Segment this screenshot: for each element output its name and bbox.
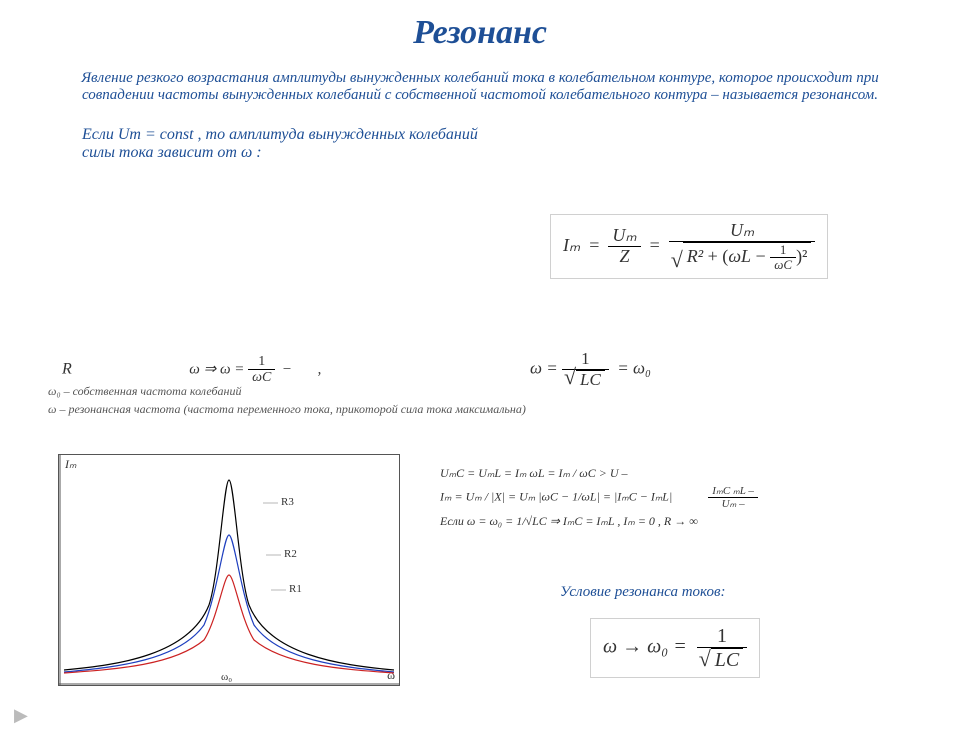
sym-Um: Uₘ <box>608 226 640 247</box>
eq-l2: Iₘ = Uₘ / |X| = Uₘ |ωC − 1/ωL| = |IₘC − … <box>440 489 672 503</box>
note-omega: ω – резонансная частота (частота перемен… <box>48 402 526 417</box>
sym-wL: ωL <box>728 246 751 266</box>
nav-arrow-icon[interactable]: ▶ <box>14 705 28 726</box>
cond-LC: LC <box>711 648 743 671</box>
sym-Im: Iₘ <box>563 235 580 255</box>
main-formula: Iₘ = UₘZ = Uₘ R² + (ωL − 1ωC)² <box>550 214 828 279</box>
legend-R2: R2 <box>284 548 297 560</box>
mid-LC: LC <box>576 370 605 390</box>
mid-comma: , <box>318 361 322 377</box>
right-equation-block: UₘC = UₘL = Iₘ ωL = Iₘ / ωC > U – Iₘ = U… <box>440 462 940 533</box>
condition-title: Условие резонанса токов: <box>560 584 726 601</box>
mid-omega-formula: ω = 1LC = ω₀ <box>530 350 651 389</box>
graph-svg <box>59 455 399 685</box>
mid-eq1: ω ⇒ ω = <box>189 361 248 377</box>
sym-R2: R² <box>687 246 703 266</box>
mid-num: 1 <box>248 354 275 370</box>
sym-Um2: Uₘ <box>669 221 816 242</box>
eq-l3: Если ω = ω₀ = 1/√LC ⇒ IₘC = IₘL , Iₘ = 0… <box>440 510 940 533</box>
mid-row: R ω ⇒ ω = 1ωC − , <box>62 354 321 386</box>
definition-text: Явление резкого возрастания амплитуды вы… <box>80 70 880 104</box>
eq-l2c: Uₘ – <box>708 498 758 510</box>
cond-omega: ω → ω₀ = <box>603 636 687 658</box>
condition-formula: ω → ω₀ = 1 LC <box>590 618 760 678</box>
mid-w0: = ω₀ <box>617 359 651 378</box>
mid-den: ωC <box>248 370 275 385</box>
legend-R3: R3 <box>281 496 294 508</box>
curve-R2 <box>64 535 394 672</box>
intro-text: Если Um = const , то амплитуда вынужденн… <box>82 126 512 162</box>
sym-R: R <box>62 360 72 377</box>
sym-Z: Z <box>608 247 640 267</box>
resonance-graph: Iₘ ω ω₀ R3R2R1 <box>58 454 400 686</box>
eq-l2b: IₘC ₘL – <box>708 485 758 498</box>
mid-omega: ω = <box>530 359 562 378</box>
cond-one: 1 <box>697 625 747 648</box>
note-omega0: ω₀ – собственная частота колебаний <box>48 384 241 399</box>
curve-R1 <box>64 575 394 673</box>
legend-R1: R1 <box>289 583 302 595</box>
eq-l1: UₘC = UₘL = Iₘ ωL = Iₘ / ωC > U – <box>440 462 940 485</box>
page-title: Резонанс <box>0 14 960 52</box>
